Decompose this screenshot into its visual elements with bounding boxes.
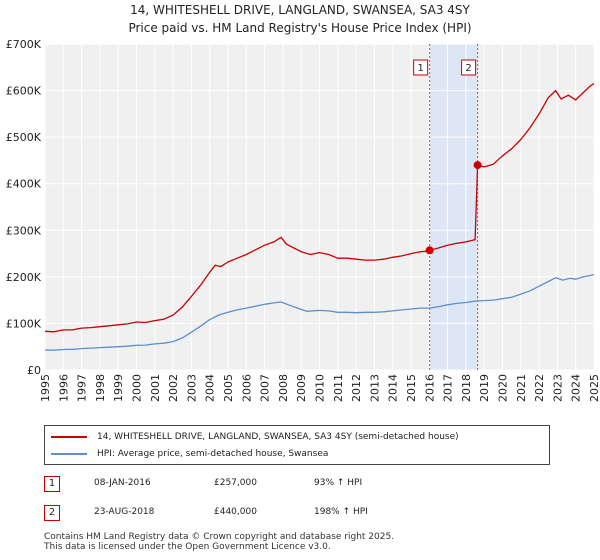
transaction-hpi-change: 93% ↑ HPI bbox=[314, 478, 363, 488]
legend-item-property: 14, WHITESHELL DRIVE, LANGLAND, SWANSEA,… bbox=[51, 429, 459, 445]
transaction-point bbox=[473, 161, 482, 170]
x-tick-label: 2013 bbox=[368, 374, 381, 402]
x-tick-label: 1997 bbox=[76, 374, 89, 402]
transaction-number-badge: 1 bbox=[44, 476, 60, 492]
transaction-span-shade bbox=[429, 44, 478, 370]
x-tick-label: 2004 bbox=[204, 374, 217, 402]
x-tick-label: 2020 bbox=[497, 374, 510, 402]
x-tick-label: 2000 bbox=[131, 374, 144, 402]
y-tick-label: £100K bbox=[6, 317, 42, 330]
x-tick-label: 2007 bbox=[259, 374, 272, 402]
transaction-label-box bbox=[413, 59, 429, 76]
x-tick-label: 1999 bbox=[112, 374, 125, 402]
x-tick-label: 2017 bbox=[442, 374, 455, 402]
footer-copyright: Contains HM Land Registry data © Crown c… bbox=[44, 532, 395, 542]
transaction-number-badge: 2 bbox=[44, 505, 60, 521]
x-tick-label: 2008 bbox=[277, 374, 290, 402]
y-tick-label: £200K bbox=[6, 271, 42, 284]
transaction-label-box bbox=[461, 59, 477, 76]
y-tick-label: £300K bbox=[6, 224, 42, 237]
transaction-point bbox=[425, 246, 434, 255]
transaction-hpi-change: 198% ↑ HPI bbox=[314, 507, 368, 517]
x-tick-label: 2023 bbox=[551, 374, 564, 402]
legend-item-hpi: HPI: Average price, semi-detached house,… bbox=[51, 446, 328, 462]
y-tick-label: £700K bbox=[6, 38, 42, 51]
transaction-date: 08-JAN-2016 bbox=[94, 478, 151, 488]
footer: Contains HM Land Registry data © Crown c… bbox=[44, 532, 394, 552]
x-tick-label: 2015 bbox=[405, 374, 418, 402]
legend-label-hpi: HPI: Average price, semi-detached house,… bbox=[97, 449, 329, 459]
x-tick-label: 1998 bbox=[94, 374, 107, 402]
transaction-price: £440,000 bbox=[214, 507, 257, 517]
legend-swatch-property bbox=[51, 436, 87, 438]
x-tick-label: 2011 bbox=[332, 374, 345, 402]
x-tick-label: 2019 bbox=[478, 374, 491, 402]
transaction-label: 2 bbox=[465, 63, 471, 74]
property-price-line bbox=[44, 83, 595, 333]
transaction-date: 23-AUG-2018 bbox=[94, 507, 155, 517]
x-tick-label: 2022 bbox=[533, 374, 546, 402]
x-tick-label: 2010 bbox=[314, 374, 327, 402]
chart-subtitle: Price paid vs. HM Land Registry's House … bbox=[128, 21, 472, 35]
price-chart: 1 2 £0 £100K £200K £300K £400K £500K £600K £700K 1… bbox=[6, 38, 600, 402]
x-tick-label: 2024 bbox=[570, 374, 583, 402]
x-tick-label: 2012 bbox=[350, 374, 363, 402]
legend-swatch-hpi bbox=[51, 453, 87, 455]
x-tick-label: 2006 bbox=[240, 374, 253, 402]
transaction-price: £257,000 bbox=[214, 478, 257, 488]
y-tick-label: £0 bbox=[27, 364, 41, 377]
legend-label-property: 14, WHITESHELL DRIVE, LANGLAND, SWANSEA,… bbox=[97, 432, 459, 442]
x-tick-label: 1995 bbox=[39, 374, 52, 402]
x-tick-label: 2009 bbox=[295, 374, 308, 402]
x-tick-label: 2005 bbox=[222, 374, 235, 402]
x-tick-label: 2025 bbox=[588, 374, 600, 402]
x-tick-label: 2016 bbox=[423, 374, 436, 402]
hpi-line bbox=[44, 273, 595, 351]
legend: 14, WHITESHELL DRIVE, LANGLAND, SWANSEA,… bbox=[44, 425, 550, 465]
x-tick-label: 2021 bbox=[515, 374, 528, 402]
x-tick-label: 2018 bbox=[460, 374, 473, 402]
y-tick-label: £600K bbox=[6, 85, 42, 98]
x-tick-label: 2003 bbox=[185, 374, 198, 402]
x-tick-label: 1996 bbox=[57, 374, 70, 402]
x-tick-label: 2002 bbox=[167, 374, 180, 402]
y-tick-label: £400K bbox=[6, 178, 42, 191]
y-tick-label: £500K bbox=[6, 131, 42, 144]
transaction-label: 1 bbox=[417, 63, 423, 74]
footer-licence: This data is licensed under the Open Gov… bbox=[44, 542, 331, 552]
x-tick-label: 2001 bbox=[149, 374, 162, 402]
x-tick-label: 2014 bbox=[387, 374, 400, 402]
chart-title: 14, WHITESHELL DRIVE, LANGLAND, SWANSEA,… bbox=[130, 3, 470, 17]
